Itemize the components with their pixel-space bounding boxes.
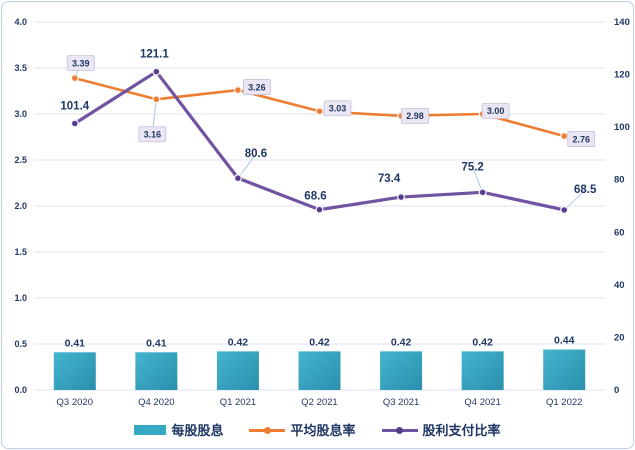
bar-q1-2021 [216,351,259,390]
yield-data-label: 2.98 [406,111,424,121]
bar-value-label: 0.42 [391,336,412,348]
legend-label: 平均股息率 [290,422,356,438]
x-axis-category-label: Q4 2020 [138,397,174,408]
dividend-payout-ratio-point [315,205,324,214]
yield-data-label: 3.00 [487,106,505,116]
yield-data-label: 3.26 [248,82,266,92]
data-label-leader-line [563,189,586,211]
y-axis-left-tick-label: 3.5 [14,63,27,73]
average-dividend-yield-point [233,86,242,95]
payout-ratio-data-label: 101.4 [60,100,89,112]
bar-value-label: 0.41 [146,337,167,349]
dividend-payout-ratio-point [70,119,79,128]
yield-data-label: 3.39 [72,58,90,68]
x-axis-category-label: Q2 2021 [301,397,337,408]
bar-value-label: 0.42 [228,336,249,348]
dividend-payout-ratio-point [397,193,406,202]
dividend-payout-ratio-point [233,174,242,183]
yield-data-label-box [567,131,596,147]
x-axis-category-label: Q3 2021 [383,397,419,408]
payout-ratio-data-label: 121.1 [140,49,169,61]
bar-value-label: 0.42 [472,336,493,348]
bar-q4-2021 [461,351,504,390]
y-axis-right-tick-label: 80 [614,175,625,186]
y-axis-left-tick-label: 3.0 [14,109,27,119]
legend-label: 每股股息 [171,422,224,438]
yield-data-label-box [138,126,167,143]
y-axis-right-tick-label: 0 [614,385,619,396]
y-axis-right-tick-label: 60 [614,227,625,238]
x-axis-category-label: Q4 2021 [464,397,500,408]
y-axis-right-tick-label: 100 [614,122,630,133]
average-dividend-yield-point [560,132,569,141]
y-axis-left-tick-label: 0.5 [14,339,27,349]
payout-ratio-data-label: 68.6 [304,191,326,203]
y-axis-left-tick-label: 1.5 [14,247,27,257]
bar-value-label: 0.44 [554,335,575,347]
bar-q3-2020 [53,352,96,390]
data-label-leader-line [472,167,484,193]
yield-data-label: 2.76 [572,134,590,144]
y-axis-left-tick-label: 2.5 [14,155,27,165]
y-axis-left-tick-label: 2.0 [14,201,27,211]
y-axis-left-tick-label: 4.0 [14,17,27,27]
yield-data-label-box [323,100,352,117]
x-axis-category-label: Q1 2022 [546,397,582,408]
data-label-leader-line [237,153,257,179]
dividend-payout-ratio-point [152,67,161,76]
bar-value-label: 0.41 [65,337,86,349]
y-axis-right-tick-label: 40 [614,280,625,291]
payout-ratio-data-label: 73.4 [378,173,401,185]
yield-data-label-box [66,55,95,72]
payout-ratio-data-label: 80.6 [245,148,267,160]
yield-data-label: 3.16 [144,129,162,139]
yield-data-label-box [401,107,429,124]
dividend-payout-ratio-point [560,205,569,214]
yield-data-label: 3.03 [329,103,347,113]
bar-value-label: 0.42 [309,336,330,348]
legend: 每股股息 平均股息率 股利支付比率 [2,417,633,443]
legend-item-average-dividend-yield: 平均股息率 [249,422,356,438]
y-axis-right-tick-label: 20 [614,332,625,343]
average-dividend-yield-point [152,95,161,104]
orange-line-marker-icon [249,426,286,434]
x-axis-category-label: Q1 2021 [220,397,256,408]
bar-q4-2020 [135,352,178,390]
bar-q3-2021 [380,351,423,390]
average-dividend-yield-point [70,74,79,83]
payout-ratio-data-label: 75.2 [461,161,483,173]
legend-item-dividend-per-share: 每股股息 [134,424,223,437]
average-dividend-yield-point [315,107,324,116]
legend-label: 股利支付比率 [422,422,501,438]
y-axis-right-tick-label: 120 [614,70,630,81]
bar-q2-2021 [298,351,341,390]
purple-line-marker-icon [381,426,418,434]
dividend-payout-ratio-point [478,188,487,197]
yield-data-label-box [481,103,510,119]
legend-item-dividend-payout-ratio: 股利支付比率 [381,422,501,438]
payout-ratio-data-label: 68.5 [574,184,597,196]
bar-q1-2022 [543,349,586,390]
bar-swatch-icon [134,425,167,435]
yield-data-label-box [243,79,271,95]
y-axis-left-tick-label: 0.0 [14,385,27,395]
y-axis-left-tick-label: 1.0 [14,293,27,303]
x-axis-category-label: Q3 2020 [57,397,93,408]
y-axis-right-tick-label: 140 [614,17,630,28]
